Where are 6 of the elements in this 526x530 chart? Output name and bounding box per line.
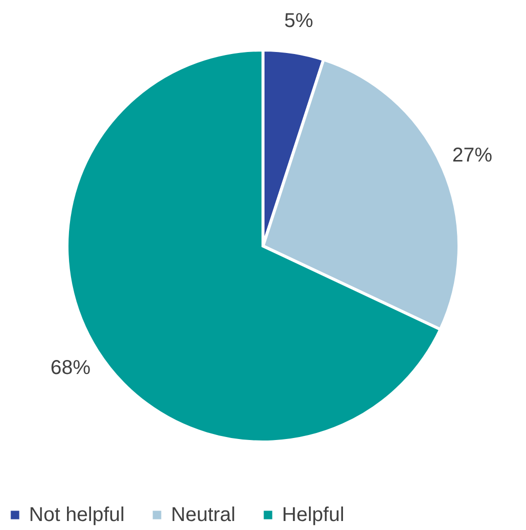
legend-label: Neutral [171, 504, 236, 526]
data-label: 68% [50, 357, 91, 380]
data-label: 5% [284, 10, 314, 32]
data-label: 27% [452, 144, 492, 166]
legend-label: Not helpful [29, 504, 125, 526]
legend-label: Helpful [282, 504, 344, 526]
